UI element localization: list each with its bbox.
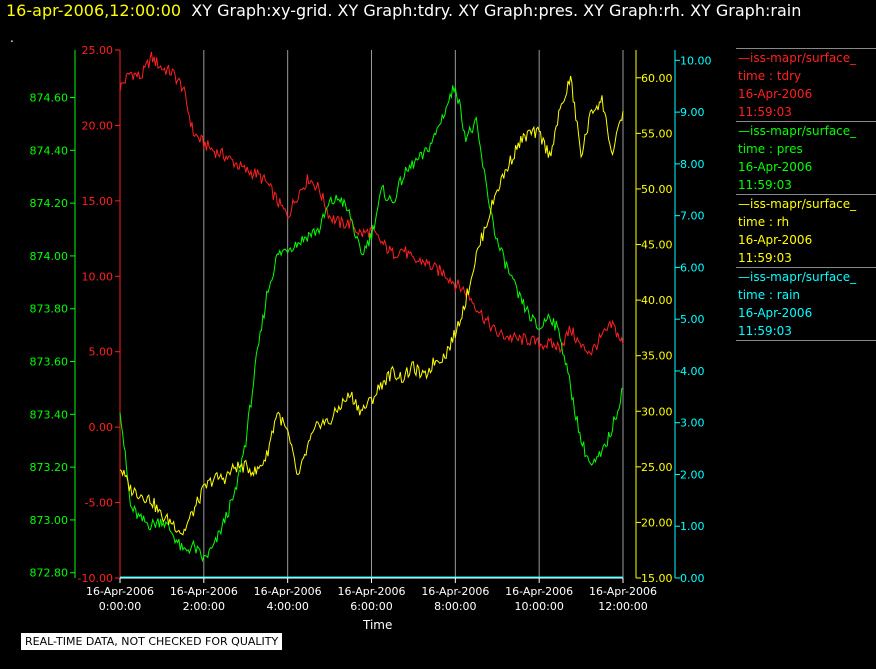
rain-tick-label: 0.00 bbox=[680, 572, 705, 585]
tdry-tick-label: 5.00 bbox=[89, 346, 114, 359]
legend-field: time : rain bbox=[738, 288, 801, 302]
title-graph-list: XY Graph:xy-grid. XY Graph:tdry. XY Grap… bbox=[191, 1, 802, 20]
x-tick-label-date: 16-Apr-2006 bbox=[421, 585, 489, 598]
rain-tick-label: 1.00 bbox=[680, 520, 705, 533]
rain-tick-label: 3.00 bbox=[680, 417, 705, 430]
legend-name: —iss-mapr/surface_ bbox=[738, 197, 857, 211]
legend-date: 16-Apr-2006 bbox=[738, 87, 813, 101]
x-tick-label-date: 16-Apr-2006 bbox=[86, 585, 154, 598]
series-line-rh bbox=[119, 75, 624, 536]
legend-field: time : rh bbox=[738, 215, 790, 229]
series-line-tdry bbox=[119, 51, 624, 356]
legend-divider bbox=[736, 340, 876, 341]
x-tick-label-date: 16-Apr-2006 bbox=[254, 585, 322, 598]
legend-date: 16-Apr-2006 bbox=[738, 160, 813, 174]
quality-note: REAL-TIME DATA, NOT CHECKED FOR QUALITY bbox=[20, 632, 284, 651]
pres-tick-label: 873.20 bbox=[30, 461, 69, 474]
rh-tick-label: 15.00 bbox=[641, 572, 673, 585]
rain-tick-label: 10.00 bbox=[680, 54, 712, 67]
x-tick-label-time: 10:00:00 bbox=[514, 600, 563, 613]
rh-tick-label: 40.00 bbox=[641, 294, 673, 307]
legend-field: time : pres bbox=[738, 142, 803, 156]
pres-tick-label: 873.00 bbox=[30, 514, 69, 527]
legend-date: 16-Apr-2006 bbox=[738, 233, 813, 247]
status-dot: . bbox=[10, 31, 14, 45]
pres-tick-label: 874.40 bbox=[30, 144, 69, 157]
x-tick-label-time: 12:00:00 bbox=[598, 600, 647, 613]
x-tick-label-time: 0:00:00 bbox=[99, 600, 141, 613]
rain-tick-label: 2.00 bbox=[680, 468, 705, 481]
x-tick-label-date: 16-Apr-2006 bbox=[505, 585, 573, 598]
legend-time: 11:59:03 bbox=[738, 105, 792, 119]
rh-tick-label: 50.00 bbox=[641, 183, 673, 196]
rh-tick-label: 25.00 bbox=[641, 461, 673, 474]
tdry-tick-label: 0.00 bbox=[89, 421, 114, 434]
pres-tick-label: 874.20 bbox=[30, 197, 69, 210]
tdry-tick-label: 15.00 bbox=[82, 195, 114, 208]
rain-tick-label: 4.00 bbox=[680, 365, 705, 378]
window-title: 16-apr-2006,12:00:00 XY Graph:xy-grid. X… bbox=[6, 1, 801, 20]
x-tick-label-date: 16-Apr-2006 bbox=[170, 585, 238, 598]
x-tick-label-date: 16-Apr-2006 bbox=[337, 585, 405, 598]
legend-field: time : tdry bbox=[738, 69, 802, 83]
title-date: 16-apr-2006,12:00:00 bbox=[6, 1, 182, 20]
rh-tick-label: 60.00 bbox=[641, 72, 673, 85]
pres-tick-label: 873.60 bbox=[30, 356, 69, 369]
tdry-tick-label: 10.00 bbox=[82, 270, 114, 283]
rain-tick-label: 5.00 bbox=[680, 313, 705, 326]
legend-time: 11:59:03 bbox=[738, 251, 792, 265]
rh-tick-label: 55.00 bbox=[641, 127, 673, 140]
rh-tick-label: 35.00 bbox=[641, 350, 673, 363]
rain-tick-label: 9.00 bbox=[680, 106, 705, 119]
legend-name: —iss-mapr/surface_ bbox=[738, 51, 857, 65]
rh-tick-label: 45.00 bbox=[641, 239, 673, 252]
rain-tick-label: 8.00 bbox=[680, 158, 705, 171]
legend-time: 11:59:03 bbox=[738, 178, 792, 192]
xy-graph: 25.00 20.00 15.00 10.00 5.00 0.00 -5.00 -10.00 8… bbox=[30, 44, 712, 613]
legend-name: —iss-mapr/surface_ bbox=[738, 270, 857, 284]
series-line-pres bbox=[119, 85, 624, 563]
rain-tick-label: 7.00 bbox=[680, 210, 705, 223]
rain-tick-label: 6.00 bbox=[680, 261, 705, 274]
legend-time: 11:59:03 bbox=[738, 324, 792, 338]
pres-tick-label: 872.80 bbox=[30, 567, 69, 580]
pres-tick-label: 874.60 bbox=[30, 92, 69, 105]
rh-tick-label: 30.00 bbox=[641, 405, 673, 418]
x-tick-label-time: 8:00:00 bbox=[434, 600, 476, 613]
pres-tick-label: 874.00 bbox=[30, 250, 69, 263]
legend-entry-tdry: —iss-mapr/surface_time : tdry 16-Apr-2006… bbox=[736, 48, 876, 121]
legend-name: —iss-mapr/surface_ bbox=[738, 124, 857, 138]
legend-date: 16-Apr-2006 bbox=[738, 306, 813, 320]
tdry-tick-label: 25.00 bbox=[82, 44, 114, 57]
pres-tick-label: 873.80 bbox=[30, 303, 69, 316]
legend-entry-pres: —iss-mapr/surface_time : pres 16-Apr-2006… bbox=[736, 121, 876, 194]
x-tick-label-time: 4:00:00 bbox=[266, 600, 308, 613]
tdry-tick-label: -5.00 bbox=[85, 497, 113, 510]
x-tick-label-time: 2:00:00 bbox=[183, 600, 225, 613]
pres-tick-label: 873.40 bbox=[30, 408, 69, 421]
rh-tick-label: 20.00 bbox=[641, 516, 673, 529]
x-tick-label-date: 16-Apr-2006 bbox=[589, 585, 657, 598]
tdry-tick-label: 20.00 bbox=[82, 119, 114, 132]
legend-entry-rh: —iss-mapr/surface_time : rh 16-Apr-2006 11… bbox=[736, 194, 876, 267]
tdry-tick-label: -10.00 bbox=[78, 572, 113, 585]
x-axis-label: Time bbox=[363, 618, 393, 632]
legend: —iss-mapr/surface_ time : tdry 16-Apr-2006… bbox=[736, 48, 876, 341]
legend-entry-rain: —iss-mapr/surface_time : rain 16-Apr-2006… bbox=[736, 267, 876, 340]
x-tick-label-time: 6:00:00 bbox=[350, 600, 392, 613]
